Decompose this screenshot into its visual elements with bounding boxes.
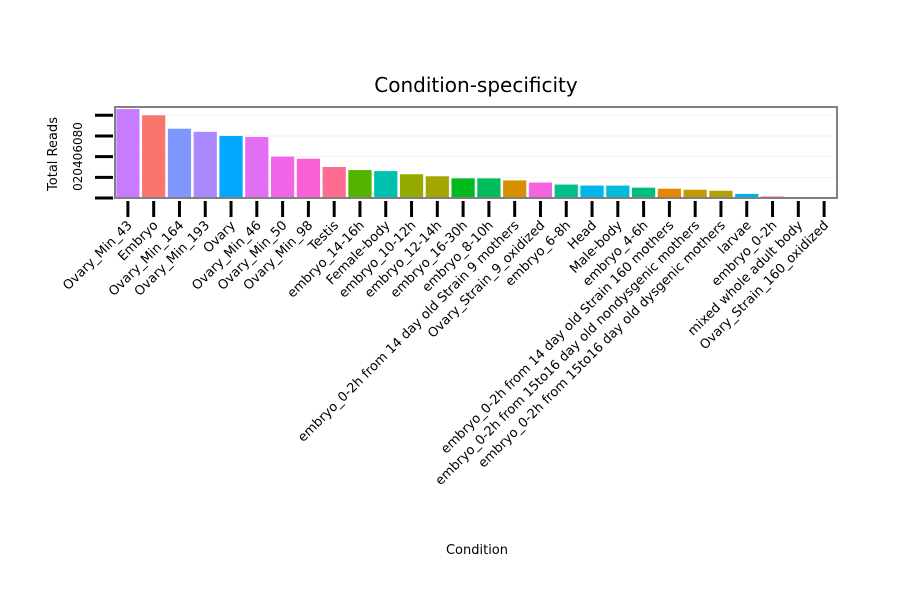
bar: [709, 190, 733, 198]
y-tick-label: 020406080: [71, 122, 85, 191]
bar: [632, 187, 656, 198]
x-tick-label: embryo_0-2h from 14 day old Strain 160 m…: [438, 218, 677, 457]
bar: [580, 185, 604, 198]
bar: [219, 135, 243, 198]
chart-title: Condition-specificity: [374, 73, 578, 97]
y-axis-label: Total Reads: [46, 117, 61, 192]
bar: [193, 131, 217, 198]
bar: [142, 115, 166, 198]
bar: [322, 166, 346, 198]
bar: [451, 178, 475, 198]
bar: [271, 156, 295, 198]
bar: [554, 184, 578, 198]
x-axis-ticks: Ovary_Min_43EmbryoOvary_Min_164Ovary_Min…: [60, 201, 832, 489]
x-axis-label: Condition: [446, 543, 508, 558]
bar: [503, 180, 527, 198]
plot-frame: [114, 106, 838, 199]
bar: [657, 188, 681, 198]
bar: [116, 109, 140, 198]
y-axis-ticks: 020406080: [71, 113, 113, 200]
bar: [528, 182, 553, 198]
bar: [167, 128, 192, 198]
bar: [374, 171, 398, 198]
bar: [399, 174, 424, 198]
bar: [477, 178, 501, 198]
bar: [296, 158, 320, 198]
bar: [606, 185, 630, 198]
bars: [116, 109, 836, 198]
bar: [425, 176, 449, 198]
bar: [735, 193, 759, 198]
bar: [683, 189, 707, 198]
bar: [348, 170, 372, 198]
bar: [245, 136, 269, 198]
